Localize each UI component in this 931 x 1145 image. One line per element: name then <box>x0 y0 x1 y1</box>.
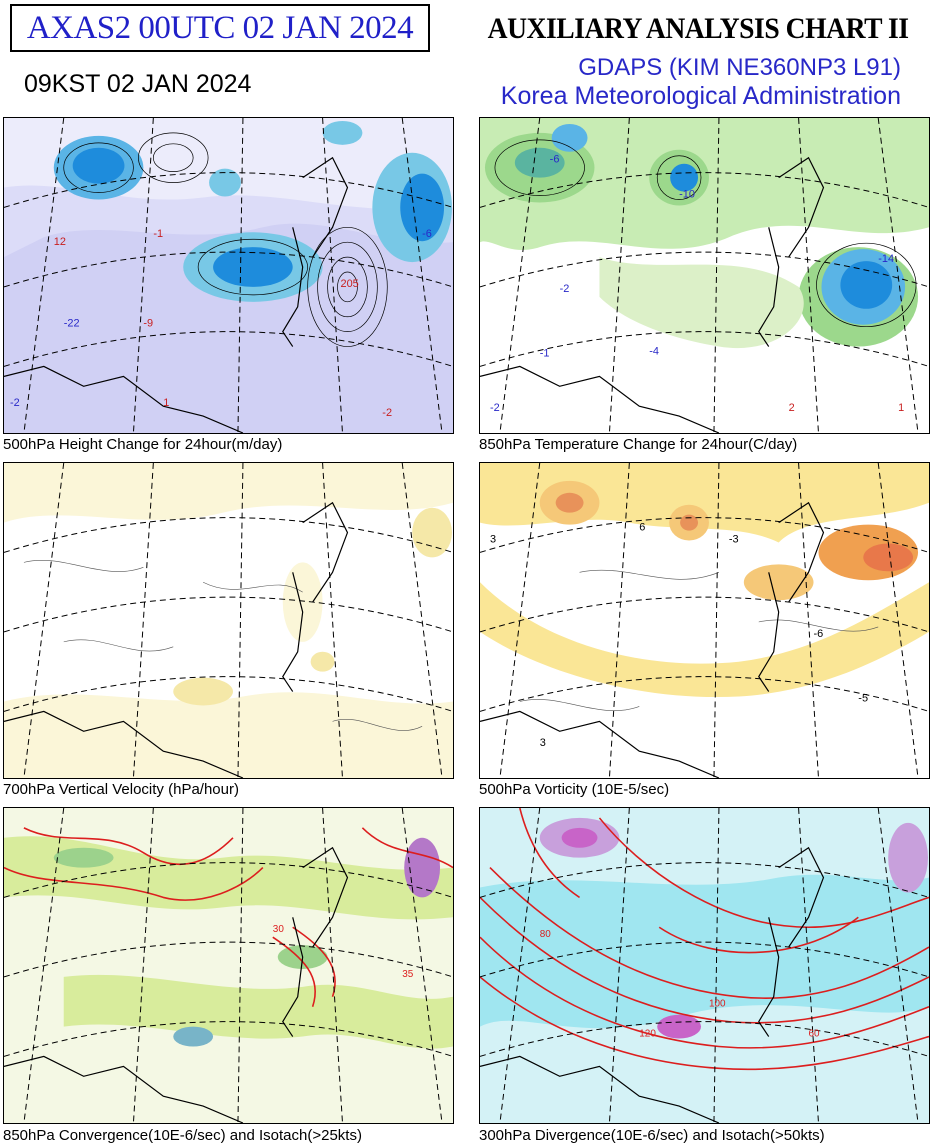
map-label: -1 <box>153 228 163 240</box>
map-label: -4 <box>649 346 659 358</box>
map-label: 1 <box>898 402 904 414</box>
map-label: -6 <box>422 228 432 240</box>
vertical-velocity-caption: 700hPa Vertical Velocity (hPa/hour) <box>3 781 239 798</box>
map-label: 1 <box>163 397 169 409</box>
vorticity-map-graphic: 3 6 -3 -6 -5 3 <box>480 463 929 778</box>
map-label: -10 <box>679 189 695 201</box>
map-label: 60 <box>809 1029 821 1040</box>
agency-name: Korea Meteorological Administration <box>500 82 901 110</box>
map-label: -9 <box>143 318 153 330</box>
valid-time: 09KST 02 JAN 2024 <box>24 70 252 98</box>
map-label: -2 <box>382 407 392 419</box>
chart-id-text: AXAS2 00UTC 02 JAN 2024 <box>26 9 414 46</box>
chart-id-box: AXAS2 00UTC 02 JAN 2024 <box>10 4 430 52</box>
map-label: -14 <box>878 253 894 265</box>
map-label: -6 <box>814 628 824 640</box>
height-change-map: 205 -2 -22 12 -1 -9 1 -6 -2 <box>3 117 454 434</box>
height-change-map-graphic: 205 -2 -22 12 -1 -9 1 -6 -2 <box>4 118 453 433</box>
map-label: 205 <box>341 278 359 290</box>
convergence-isotach-map: 30 35 <box>3 807 454 1124</box>
map-label: -1 <box>540 347 550 359</box>
vorticity-caption: 500hPa Vorticity (10E-5/sec) <box>479 781 670 798</box>
height-change-caption: 500hPa Height Change for 24hour(m/day) <box>3 436 283 453</box>
vorticity-map: 3 6 -3 -6 -5 3 <box>479 462 930 779</box>
convergence-isotach-caption: 850hPa Convergence(10E-6/sec) and Isotac… <box>3 1127 362 1144</box>
divergence-isotach-map: 80 60 100 120 <box>479 807 930 1124</box>
convergence-isotach-map-graphic: 30 35 <box>4 808 453 1123</box>
vertical-velocity-map <box>3 462 454 779</box>
chart-title: AUXILIARY ANALYSIS CHART II <box>487 12 909 45</box>
map-label: -5 <box>858 692 868 704</box>
vertical-velocity-map-graphic <box>4 463 453 778</box>
map-label: -2 <box>10 397 20 409</box>
divergence-isotach-map-graphic: 80 60 100 120 <box>480 808 929 1123</box>
map-label: 3 <box>490 534 496 546</box>
map-label: 30 <box>273 924 285 935</box>
map-label: 80 <box>540 929 552 940</box>
map-label: 100 <box>709 999 726 1010</box>
map-label: 6 <box>639 522 645 534</box>
map-label: -6 <box>550 154 560 166</box>
map-label: -22 <box>64 318 80 330</box>
temperature-change-map-graphic: -14 -10 -2 -1 -4 1 2 -6 -2 <box>480 118 929 433</box>
map-label: 2 <box>789 402 795 414</box>
map-label: 3 <box>540 737 546 749</box>
model-name: GDAPS (KIM NE360NP3 L91) <box>578 54 901 81</box>
map-label: 35 <box>402 969 414 980</box>
map-label: -3 <box>729 534 739 546</box>
temperature-change-map: -14 -10 -2 -1 -4 1 2 -6 -2 <box>479 117 930 434</box>
temperature-change-caption: 850hPa Temperature Change for 24hour(C/d… <box>479 436 798 453</box>
map-label: -2 <box>490 402 500 414</box>
map-label: -2 <box>560 283 570 295</box>
map-label: 12 <box>54 236 66 248</box>
map-label: 120 <box>639 1029 656 1040</box>
divergence-isotach-caption: 300hPa Divergence(10E-6/sec) and Isotach… <box>479 1127 825 1144</box>
